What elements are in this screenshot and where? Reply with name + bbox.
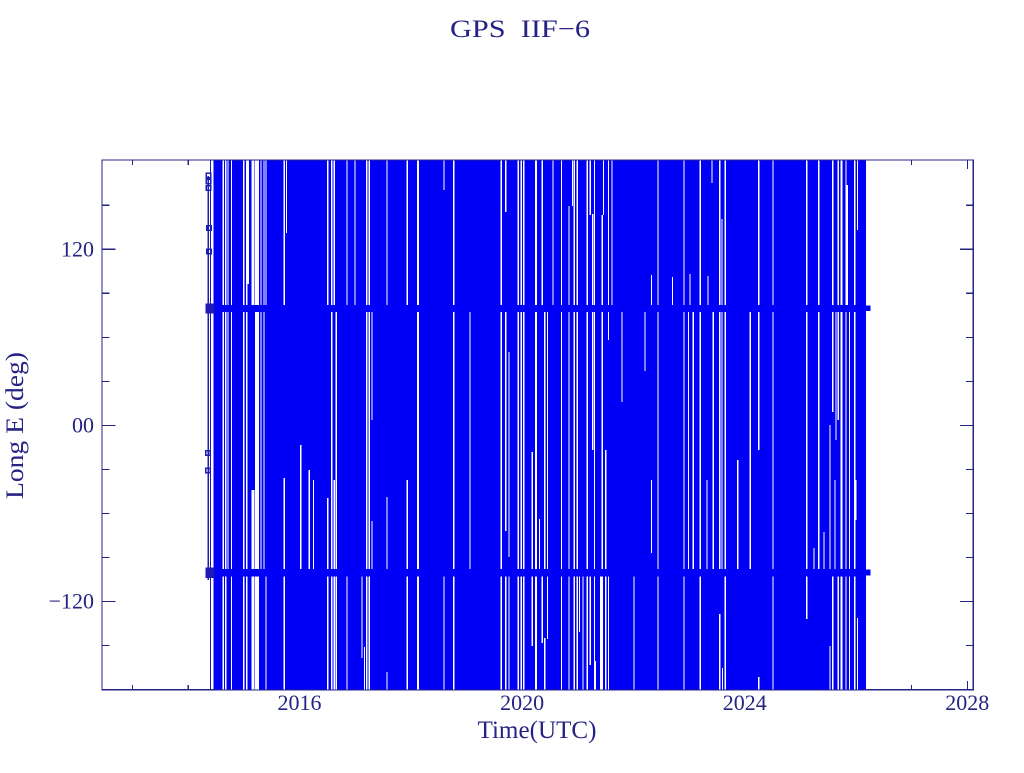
svg-text:GPS IIF−6: GPS IIF−6 <box>450 16 590 43</box>
svg-text:2028: 2028 <box>945 690 989 715</box>
svg-text:2020: 2020 <box>500 690 544 715</box>
svg-text:2016: 2016 <box>278 690 322 715</box>
svg-text:120: 120 <box>61 236 94 261</box>
svg-text:−120: −120 <box>49 589 94 614</box>
svg-text:Long E (deg): Long E (deg) <box>2 352 29 499</box>
svg-text:2024: 2024 <box>723 690 767 715</box>
svg-text:00: 00 <box>72 413 94 438</box>
svg-text:Time(UTC): Time(UTC) <box>478 717 597 744</box>
